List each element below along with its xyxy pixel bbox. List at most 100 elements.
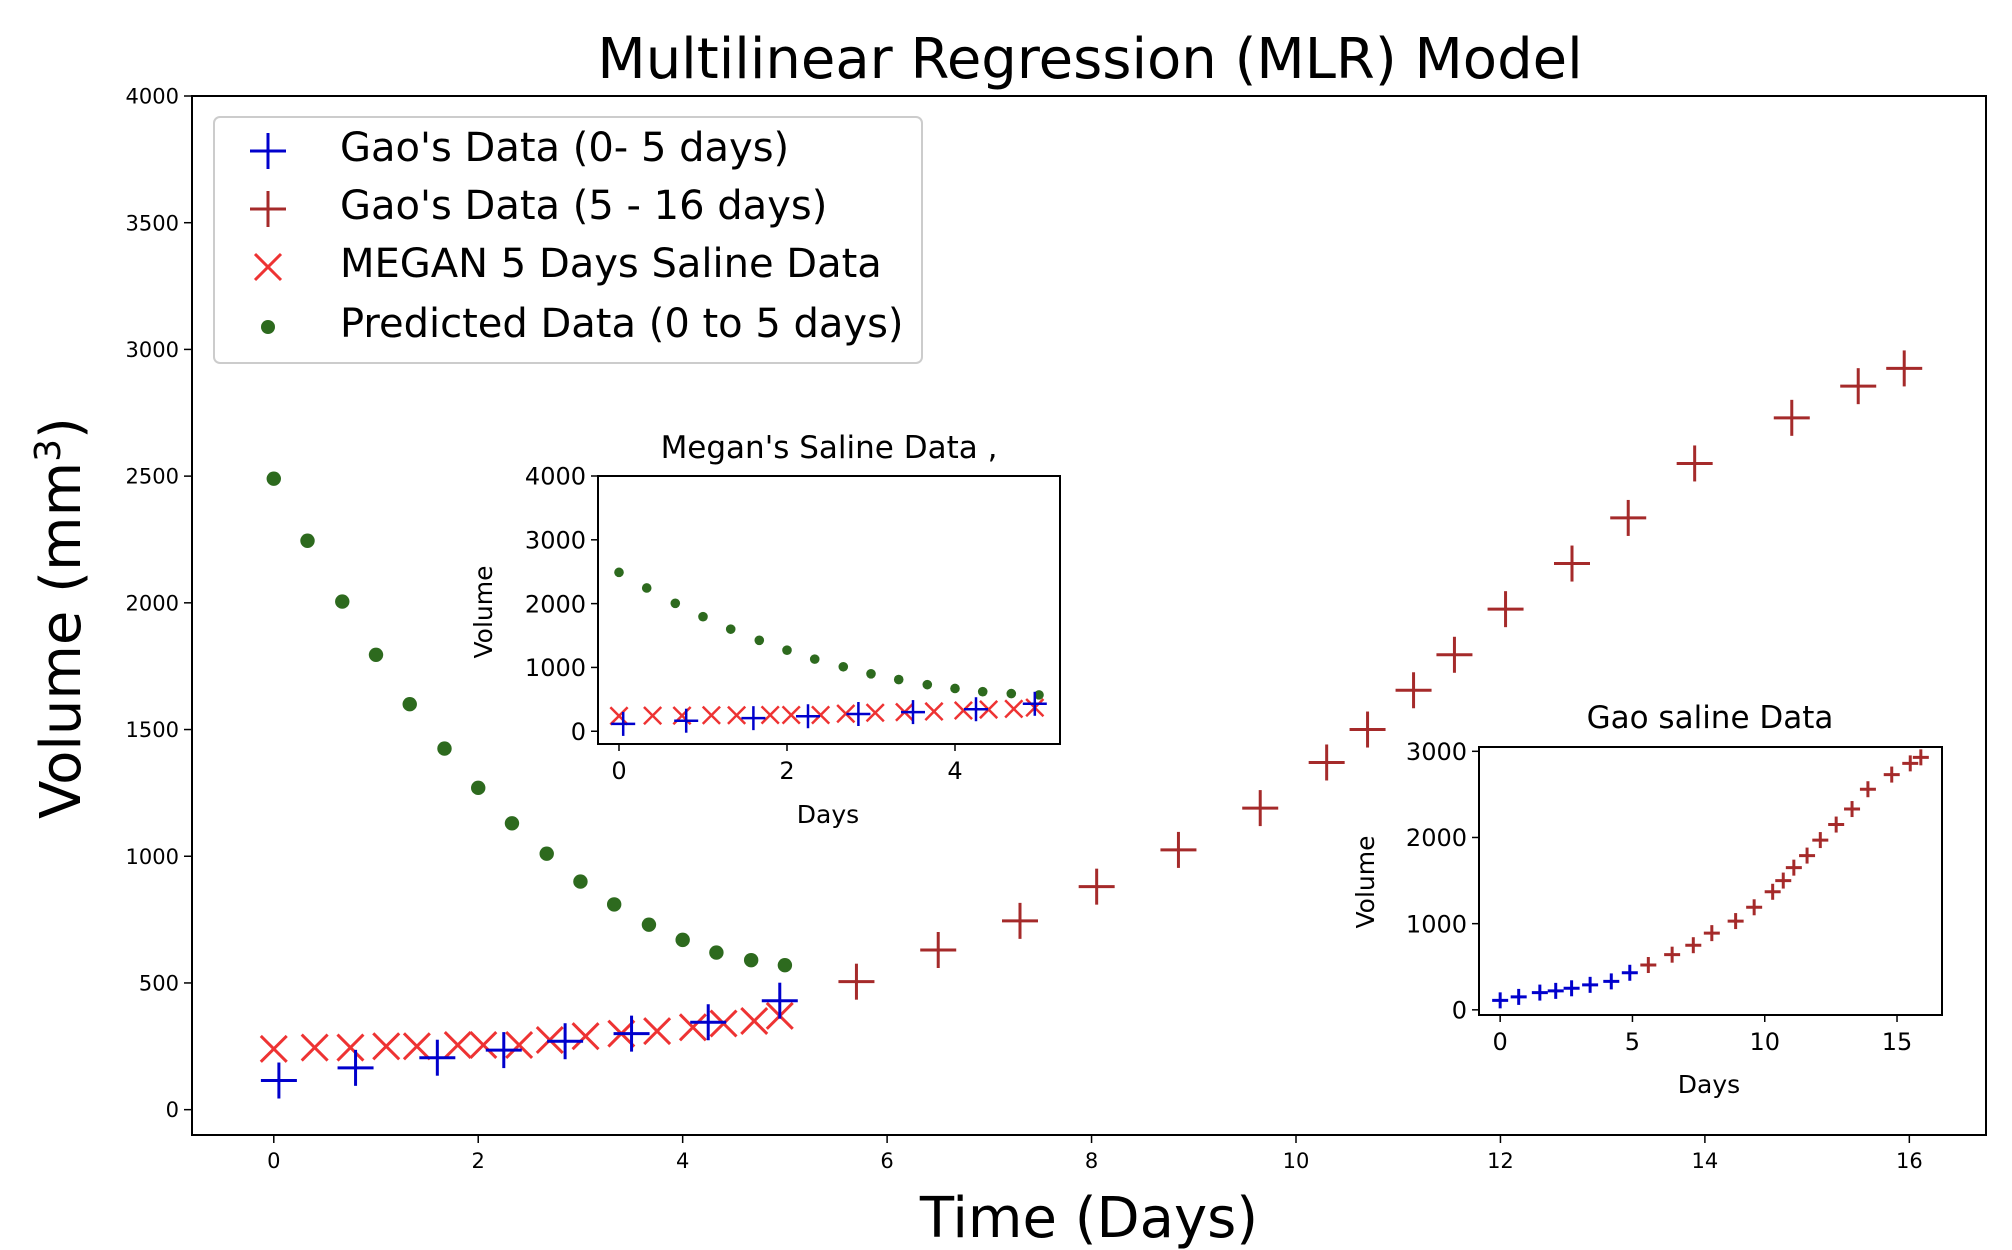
chart-title: Multilinear Regression (MLR) Model: [597, 27, 1582, 92]
inset1-point-x: [953, 700, 973, 721]
inset2-point-plus: [1912, 749, 1929, 766]
inset2-point-plus: [1685, 937, 1702, 954]
main-point-plus: [761, 982, 798, 1019]
main-point-x: [259, 1034, 288, 1063]
main-point-dot: [504, 816, 520, 831]
inset1-point-x: [643, 706, 663, 726]
inset2-point-plus: [1531, 984, 1548, 1001]
inset1-point-x: [924, 701, 944, 721]
inset1-point-plus: [674, 708, 699, 733]
inset1-point-x: [609, 706, 629, 726]
inset2-point-plus: [1621, 964, 1638, 981]
x-tick-label: 12: [1487, 1149, 1514, 1173]
main-point-dot: [709, 945, 724, 960]
main-point-dot: [266, 471, 281, 486]
inset1-point-dot: [838, 661, 849, 672]
y-axis-label: Volume (mm3): [28, 417, 94, 819]
main-point-plus: [1002, 902, 1038, 939]
x-tick-label: 4: [947, 757, 962, 785]
inset2-point-plus: [1603, 973, 1620, 990]
inset1-point-x: [701, 705, 721, 725]
legend-marker-blue-plus: [250, 133, 286, 169]
main-point-plus: [547, 1023, 584, 1060]
y-tick-label: 3000: [1406, 738, 1467, 766]
y-tick-label: 1000: [1406, 910, 1467, 938]
inset1-point-dot: [866, 669, 876, 679]
inset2-point-plus: [1746, 899, 1763, 916]
main-point-plus: [1160, 831, 1197, 868]
main-point-plus: [260, 1062, 297, 1099]
inset2-point-plus: [1775, 872, 1792, 889]
main-point-x: [372, 1032, 401, 1061]
x-tick-label: 16: [1896, 1149, 1923, 1173]
main-point-plus: [1676, 445, 1713, 482]
legend-item-gao-5-16: Gao's Data (5 - 16 days): [250, 183, 827, 229]
inset1-point-plus: [796, 704, 820, 729]
inset-gao-saline: Gao saline Data 0 1000 2000 3000 0 5 10 15 Day…: [1351, 700, 1943, 1099]
main-point-x: [336, 1033, 365, 1062]
inset1-point-x: [979, 700, 999, 720]
legend-item-gao-0-5: Gao's Data (0- 5 days): [250, 125, 789, 171]
x-tick-label: 5: [1625, 1028, 1640, 1056]
inset2-point-plus: [1844, 801, 1861, 818]
inset1-point-dot: [754, 635, 765, 646]
x-tick-label: 8: [1085, 1149, 1098, 1173]
main-point-plus: [1395, 672, 1432, 709]
main-data-points: [259, 350, 1923, 1099]
inset1-point-dot: [782, 645, 792, 655]
inset2-point-plus: [1640, 957, 1657, 974]
x-tick-label: 2: [779, 757, 794, 785]
inset1-point-plus: [846, 702, 871, 727]
legend-marker-red-x: [253, 252, 283, 282]
inset1-point-x: [811, 705, 831, 725]
inset1-point-dot: [725, 624, 736, 634]
inset2-point-plus: [1812, 832, 1829, 849]
x-axis-label: Time (Days): [919, 1186, 1258, 1250]
legend-label: Gao's Data (0- 5 days): [340, 125, 789, 171]
inset1-point-plus: [901, 700, 925, 725]
y-tick-label: 1000: [126, 845, 179, 869]
main-point-plus: [337, 1049, 374, 1086]
y-tick-label: 2500: [126, 465, 179, 489]
main-point-dot: [471, 780, 486, 796]
inset1-point-dot: [670, 598, 681, 609]
y-tick-label: 2000: [126, 591, 179, 615]
y-tick-label: 1500: [126, 718, 179, 742]
main-point-x: [402, 1032, 431, 1061]
inset2-point-plus: [1785, 859, 1802, 876]
y-axis-label-superscript: 3: [28, 439, 69, 462]
main-point-plus: [1349, 711, 1386, 748]
inset1-frame: [597, 475, 1061, 745]
main-point-dot: [573, 874, 588, 889]
inset2-point-plus: [1902, 755, 1919, 772]
inset1-point-dot: [698, 611, 708, 622]
inset2-point-plus: [1563, 980, 1580, 997]
inset1-x-ticks: 0 2 4: [611, 744, 963, 785]
main-point-plus: [1487, 591, 1524, 628]
x-tick-label: 2: [472, 1149, 485, 1173]
inset2-x-ticks: 0 5 10 15: [1493, 1015, 1913, 1056]
main-point-dot: [335, 594, 350, 609]
main-point-dot: [368, 647, 384, 662]
inset1-point-dot: [893, 674, 904, 685]
main-point-x: [300, 1033, 329, 1062]
inset1-data-points: [609, 567, 1047, 736]
x-tick-label: 14: [1692, 1149, 1719, 1173]
inset2-y-label: Volume: [1351, 836, 1380, 929]
inset2-point-plus: [1492, 992, 1509, 1009]
main-point-plus: [1308, 744, 1345, 781]
inset1-background: [598, 476, 1060, 744]
inset1-point-dot: [922, 679, 933, 690]
main-point-dot: [539, 846, 554, 861]
x-tick-label: 15: [1882, 1028, 1913, 1056]
main-point-x: [678, 1013, 707, 1042]
main-point-dot: [300, 533, 315, 548]
main-point-plus: [690, 1004, 727, 1041]
inset2-x-label: Days: [1678, 1070, 1740, 1099]
inset2-point-plus: [1828, 816, 1845, 833]
inset1-point-dot: [950, 683, 960, 694]
main-point-dot: [402, 696, 417, 712]
inset1-y-ticks: 0 1000 2000 3000 4000: [525, 463, 598, 746]
inset1-point-x: [1004, 699, 1024, 719]
